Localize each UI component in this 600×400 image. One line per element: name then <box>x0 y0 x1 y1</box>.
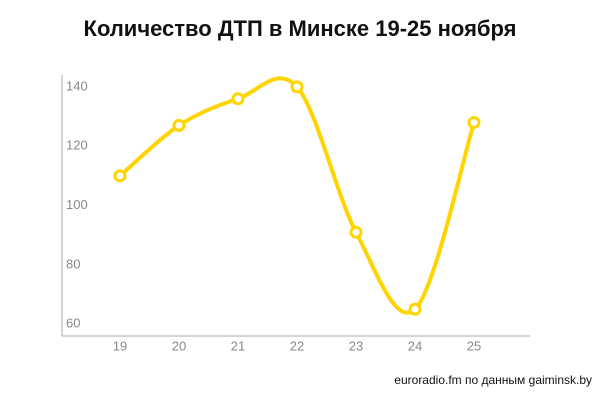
point <box>408 302 422 316</box>
x-tick-label: 22 <box>290 338 304 353</box>
y-tick-label: 80 <box>66 256 80 271</box>
point <box>113 169 127 183</box>
x-tick-label: 19 <box>113 338 127 353</box>
y-tick-label: 60 <box>66 316 80 331</box>
point <box>290 80 304 94</box>
y-tick-label: 140 <box>66 78 88 93</box>
line <box>118 76 476 315</box>
x-tick-label: 21 <box>231 338 245 353</box>
point <box>172 118 186 132</box>
point <box>349 225 363 239</box>
x-tick-label: 23 <box>349 338 363 353</box>
source-note: euroradio.fm по данным gaiminsk.by <box>394 373 592 387</box>
x-tick-label: 25 <box>467 338 481 353</box>
point <box>467 115 481 129</box>
x-tick-label: 20 <box>172 338 186 353</box>
y-tick-label: 100 <box>66 197 88 212</box>
point <box>231 92 245 106</box>
chart-title: Количество ДТП в Минске 19-25 ноября <box>84 16 517 41</box>
y-tick-label: 120 <box>66 138 88 153</box>
x-tick-label: 24 <box>408 338 422 353</box>
